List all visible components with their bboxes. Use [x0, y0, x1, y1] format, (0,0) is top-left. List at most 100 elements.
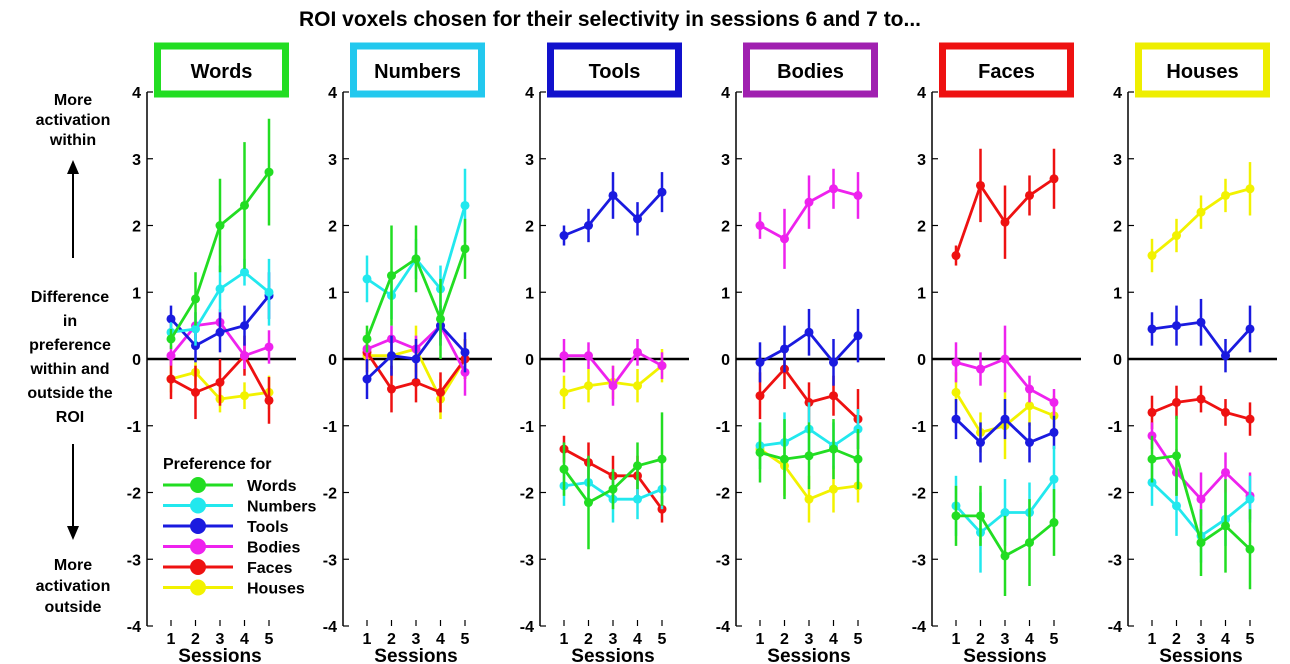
- x-axis-label: Sessions: [1159, 646, 1242, 664]
- data-point: [1172, 451, 1181, 461]
- legend-marker: [190, 497, 206, 514]
- panel-title: Tools: [589, 61, 641, 83]
- data-point: [362, 374, 372, 384]
- more-activation-outside-note: More activation outside: [36, 557, 111, 616]
- x-tick-label: 4: [436, 631, 445, 648]
- data-point: [976, 364, 985, 374]
- data-point: [215, 284, 225, 294]
- legend-item-bodies: Bodies: [163, 538, 300, 557]
- y-tick-label: 1: [721, 285, 730, 302]
- data-point: [584, 221, 593, 230]
- data-point: [584, 351, 593, 361]
- legend-label: Houses: [247, 581, 305, 598]
- y-tick-label: -3: [323, 552, 337, 569]
- data-point: [1196, 317, 1206, 327]
- data-point: [584, 498, 593, 508]
- data-point: [559, 351, 569, 361]
- legend-item-words: Words: [163, 477, 297, 495]
- x-tick-label: 4: [240, 631, 249, 648]
- legend-marker: [190, 477, 206, 493]
- data-point: [264, 287, 274, 297]
- y-tick-label: 1: [917, 285, 926, 302]
- series-numbers: [166, 258, 274, 346]
- data-point: [755, 221, 765, 230]
- legend-label: Bodies: [247, 540, 300, 557]
- x-axis-label: Sessions: [767, 646, 850, 664]
- x-tick-label: 1: [167, 631, 176, 648]
- data-point: [240, 351, 249, 361]
- x-tick-label: 4: [1025, 631, 1034, 648]
- data-point: [1147, 407, 1157, 417]
- series-tools: [559, 172, 667, 246]
- data-point: [387, 351, 396, 361]
- y-tick-label: 1: [328, 285, 337, 302]
- x-tick-label: 5: [1050, 631, 1059, 648]
- data-point: [804, 327, 814, 337]
- y-tick-label: -4: [716, 619, 730, 636]
- y-tick-label: -4: [127, 619, 141, 636]
- data-point: [1245, 494, 1255, 504]
- panel-title: Numbers: [374, 61, 461, 83]
- data-point: [362, 274, 372, 284]
- panel-title-box: [1135, 42, 1270, 98]
- data-point: [264, 167, 274, 177]
- data-point: [1245, 544, 1255, 554]
- series-tools: [1147, 298, 1255, 373]
- data-point: [657, 361, 667, 371]
- y_axis_top_note-line: activation: [36, 112, 111, 129]
- y-tick-label: -2: [1108, 486, 1122, 503]
- series-faces: [1147, 385, 1255, 436]
- data-point: [1245, 184, 1255, 194]
- y_axis_bottom_note-line: activation: [36, 578, 111, 595]
- y-tick-label: -4: [323, 619, 337, 636]
- data-point: [215, 221, 225, 230]
- data-point: [1172, 397, 1181, 407]
- data-point: [240, 267, 249, 277]
- data-point: [755, 391, 765, 401]
- x-tick-label: 3: [216, 631, 225, 648]
- panel-title-box: [743, 42, 878, 98]
- y-tick-label: -4: [912, 619, 926, 636]
- y-tick-label: 2: [721, 219, 730, 236]
- data-point: [559, 231, 569, 241]
- data-point: [240, 391, 249, 401]
- data-point: [829, 357, 838, 367]
- data-point: [1049, 427, 1059, 437]
- panel-title: Words: [191, 61, 253, 83]
- y-tick-label: -2: [912, 486, 926, 503]
- up-arrow-head: [67, 160, 79, 174]
- y-tick-label: -4: [520, 619, 534, 636]
- data-point: [1196, 207, 1206, 217]
- legend: Preference for Words Numbers Tools Bodies Fa…: [163, 456, 316, 598]
- legend-item-houses: Houses: [163, 579, 305, 598]
- data-point: [780, 234, 789, 244]
- y-tick-label: -3: [127, 552, 141, 569]
- y-tick-label: 0: [721, 352, 730, 369]
- data-point: [240, 200, 249, 210]
- data-point: [1147, 251, 1157, 261]
- data-point: [191, 324, 200, 334]
- data-point: [853, 454, 863, 464]
- series-words: [362, 218, 470, 359]
- data-point: [215, 377, 225, 387]
- data-point: [264, 395, 274, 405]
- data-point: [1172, 231, 1181, 241]
- x-tick-label: 3: [1197, 631, 1206, 648]
- panel-title: Faces: [978, 61, 1035, 83]
- data-point: [951, 251, 961, 261]
- data-point: [829, 184, 838, 194]
- x-tick-label: 5: [461, 631, 470, 648]
- data-point: [584, 381, 593, 391]
- y-tick-label: 0: [132, 352, 141, 369]
- legend-items: Words Numbers Tools Bodies Faces Houses: [163, 477, 316, 598]
- legend-item-faces: Faces: [163, 559, 292, 577]
- data-point: [460, 200, 470, 210]
- data-point: [633, 347, 642, 357]
- x-axis-label: Sessions: [963, 646, 1046, 664]
- data-point: [780, 454, 789, 464]
- panel-title-box: [547, 42, 682, 98]
- y-tick-label: 4: [525, 85, 534, 102]
